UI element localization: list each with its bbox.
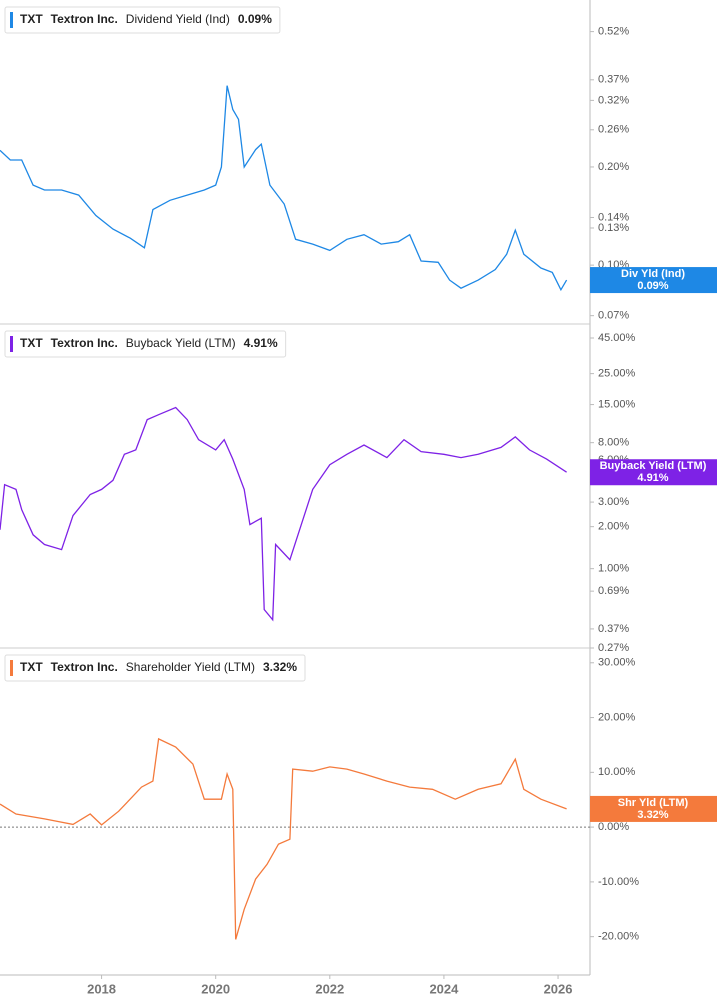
y-tick-label: 3.00% [598, 496, 629, 508]
legend-swatch [10, 660, 13, 676]
legend-text: 0.09% [238, 12, 272, 26]
legend: TXT Textron Inc. Shareholder Yield (LTM) 3.… [4, 654, 306, 682]
legend-box [4, 6, 281, 34]
legend-text: Textron Inc. [51, 12, 118, 26]
value-tag [590, 795, 717, 822]
y-tick-label: 8.00% [598, 437, 629, 449]
legend-text: Textron Inc. [51, 660, 118, 674]
tag-value: 0.09% [637, 280, 668, 292]
tag-name: Buyback Yield (LTM) [600, 460, 707, 472]
y-tick-label: 0.52% [598, 26, 629, 38]
x-tick-label: 2024 [429, 981, 459, 996]
y-tick-label: 1.00% [598, 563, 629, 575]
legend-text: Shareholder Yield (LTM) [126, 660, 255, 674]
y-tick-label: 2.00% [598, 521, 629, 533]
y-tick-label: 0.07% [598, 310, 629, 322]
legend-text: Buyback Yield (LTM) [126, 336, 236, 350]
y-tick-label: -10.00% [598, 876, 639, 888]
series-line [0, 406, 567, 622]
legend-text: Dividend Yield (Ind) [126, 12, 230, 26]
y-tick-label: 0.37% [598, 74, 629, 86]
legend-text: TXT [20, 660, 43, 674]
y-tick-label: 15.00% [598, 398, 636, 410]
y-tick-label: 45.00% [598, 332, 636, 344]
value-tag [590, 267, 717, 294]
tag-value: 4.91% [637, 472, 668, 484]
y-tick-label: 25.00% [598, 368, 636, 380]
legend-box [4, 330, 287, 358]
y-tick-label: 0.20% [598, 161, 629, 173]
y-tick-label: 0.14% [598, 211, 629, 223]
x-tick-label: 2026 [544, 981, 573, 996]
y-tick-label: -20.00% [598, 931, 639, 943]
legend-text: Textron Inc. [51, 336, 118, 350]
tag-name: Div Yld (Ind) [621, 268, 685, 280]
y-tick-label: 0.69% [598, 585, 629, 597]
legend-swatch [10, 336, 13, 352]
y-tick-label: 0.27% [598, 642, 629, 654]
legend: TXT Textron Inc. Buyback Yield (LTM) 4.91% [4, 330, 287, 358]
x-tick-label: 2022 [315, 981, 344, 996]
x-tick-label: 2020 [201, 981, 230, 996]
series-line [0, 737, 567, 940]
value-tag [590, 459, 717, 486]
series-line [0, 85, 568, 292]
tag-value: 3.32% [637, 809, 668, 821]
y-tick-label: 0.13% [598, 222, 629, 234]
legend-text: TXT [20, 12, 43, 26]
x-tick-label: 2018 [87, 981, 116, 996]
legend: TXT Textron Inc. Dividend Yield (Ind) 0.09% [4, 6, 281, 34]
y-tick-label: 0.37% [598, 623, 629, 635]
y-tick-label: 0.32% [598, 94, 629, 106]
y-tick-label: 10.00% [598, 766, 636, 778]
y-tick-label: 30.00% [598, 657, 636, 669]
y-tick-label: 20.00% [598, 711, 636, 723]
legend-text: 4.91% [244, 336, 278, 350]
legend-box [4, 654, 306, 682]
tag-name: Shr Yld (LTM) [618, 797, 689, 809]
y-tick-label: 0.26% [598, 124, 629, 136]
legend-text: TXT [20, 336, 43, 350]
legend-swatch [10, 12, 13, 28]
legend-text: 3.32% [263, 660, 297, 674]
y-tick-label: 0.00% [598, 821, 629, 833]
